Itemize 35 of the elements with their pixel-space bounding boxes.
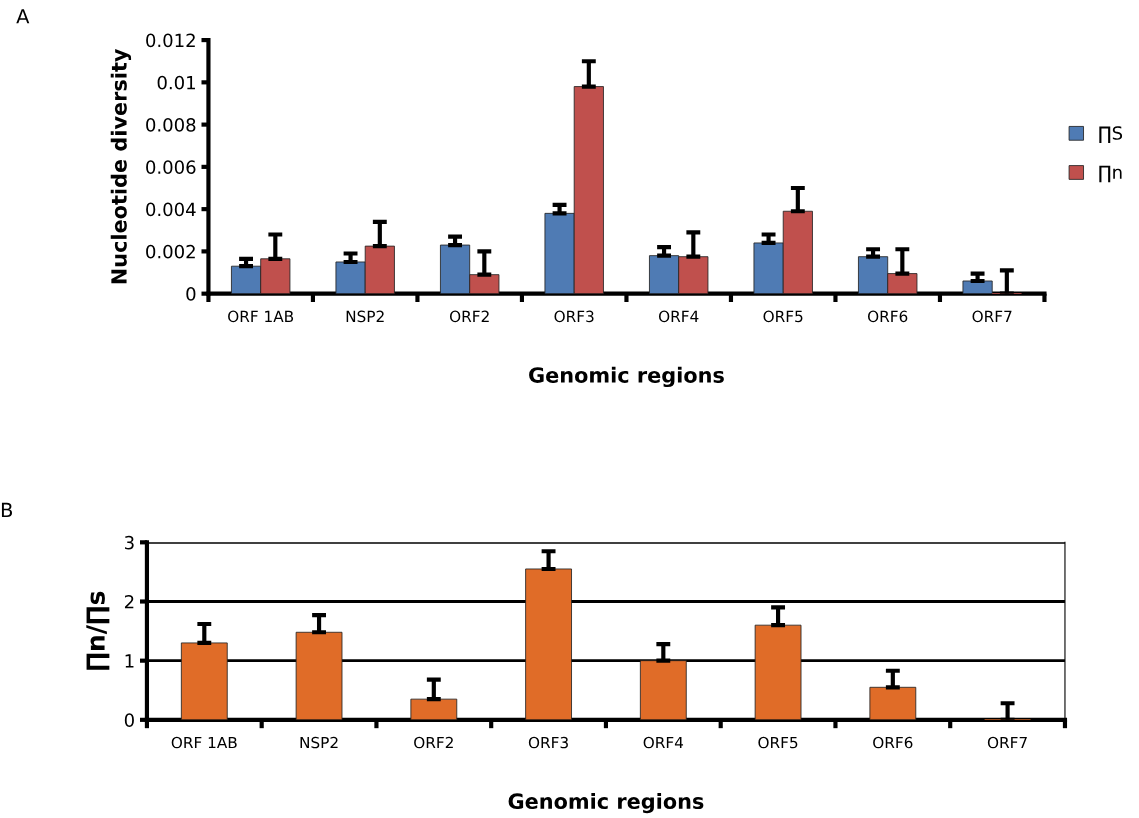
- legend-label: ∏S: [1099, 126, 1123, 144]
- x-tick-label: ORF5: [758, 736, 798, 749]
- x-tick-label: ORF4: [658, 310, 699, 323]
- x-tick-label: ORF2: [414, 736, 453, 749]
- y-tick-label: 0.004: [146, 202, 196, 217]
- x-tick-label: NSP2: [300, 736, 338, 749]
- legend-label: ∏n: [1099, 165, 1122, 183]
- x-tick-label: ORF 1AB: [171, 736, 237, 749]
- x-tick-label: ORF6: [873, 736, 913, 749]
- x-tick-label: ORF7: [987, 736, 1027, 749]
- text: A: [16, 9, 30, 24]
- x-axis-title: Genomic regions: [529, 366, 724, 388]
- x-tick-label: ORF7: [972, 310, 1012, 323]
- y-tick-label: 0: [124, 713, 134, 727]
- y-axis-title: ∏n/∏s: [86, 591, 110, 670]
- y-tick-label: 3: [125, 535, 134, 550]
- x-axis-title: Genomic regions: [508, 792, 704, 814]
- y-tick-label: 0: [186, 287, 196, 301]
- x-tick-label: ORF4: [643, 736, 684, 749]
- x-tick-label: ORF 1AB: [228, 310, 294, 323]
- y-tick-label: 0.006: [146, 160, 196, 174]
- x-tick-label: ORF2: [449, 310, 489, 323]
- x-tick-label: ORF3: [554, 310, 594, 323]
- x-tick-label: NSP2: [346, 310, 384, 323]
- x-tick-label: ORF6: [867, 310, 908, 323]
- x-tick-label: ORF3: [528, 736, 568, 749]
- y-tick-label: 1: [125, 654, 134, 668]
- y-tick-label: 0.008: [146, 118, 196, 132]
- y-axis-title: Nucleotide diversity: [110, 48, 132, 284]
- y-tick-label: 0.012: [146, 33, 195, 48]
- y-tick-label: 2: [124, 594, 134, 609]
- x-tick-label: ORF5: [763, 310, 803, 323]
- text: B: [1, 502, 13, 517]
- y-tick-label: 0.01: [157, 75, 195, 90]
- y-tick-label: 0.002: [146, 244, 195, 259]
